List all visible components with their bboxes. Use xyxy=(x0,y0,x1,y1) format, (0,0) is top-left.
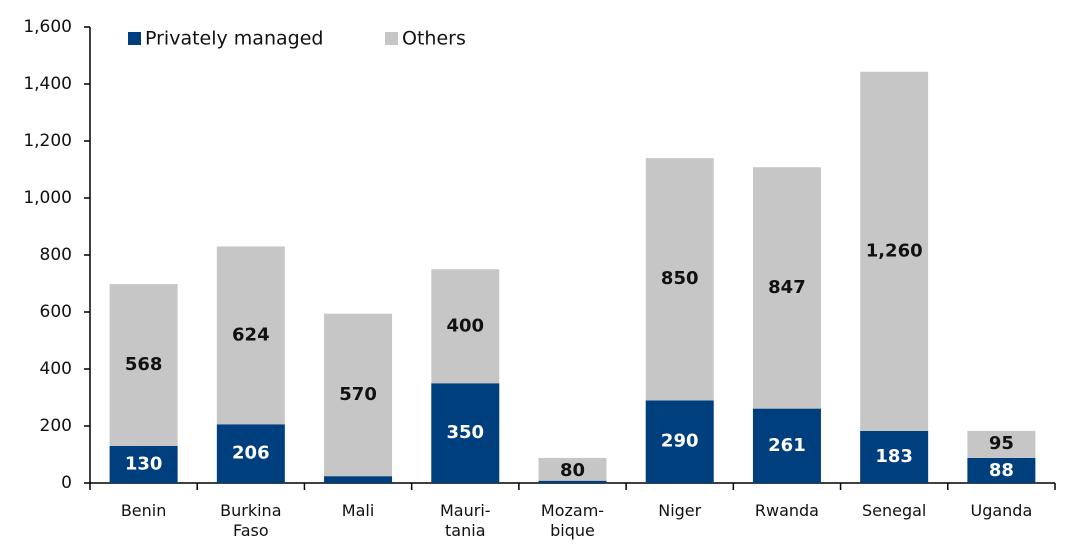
data-label: 206 xyxy=(232,443,270,464)
legend-label: Privately managed xyxy=(145,28,323,50)
x-tick-label: Mauri-tania xyxy=(440,501,491,540)
y-tick-label: 800 xyxy=(40,245,72,265)
data-label: 183 xyxy=(875,446,913,467)
x-tick-label: Niger xyxy=(658,501,701,520)
data-label: 570 xyxy=(339,384,377,405)
data-label: 624 xyxy=(232,324,270,345)
bar-segment xyxy=(109,445,178,483)
data-label: 95 xyxy=(989,433,1014,454)
bar-segment xyxy=(538,457,607,481)
bar-segment xyxy=(967,457,1036,483)
x-tick-label: Mozam-bique xyxy=(541,501,604,540)
legend-label: Others xyxy=(402,28,466,50)
x-tick-label: Uganda xyxy=(970,501,1032,520)
y-tick-label: 1,200 xyxy=(23,131,72,151)
y-tick-label: 0 xyxy=(61,473,72,493)
y-tick-label: 200 xyxy=(40,416,72,436)
x-tick-label: Burkina Faso xyxy=(220,501,281,540)
x-tick-label: Benin xyxy=(121,501,167,520)
data-label: 568 xyxy=(125,354,163,375)
x-tick-label: Mali xyxy=(342,501,375,520)
bar-segment xyxy=(645,400,714,483)
data-label: 350 xyxy=(446,422,484,443)
bar-segment xyxy=(109,284,178,446)
bar-segment xyxy=(324,313,393,477)
data-label: 130 xyxy=(125,453,163,474)
data-label: 80 xyxy=(560,460,585,481)
bar-segment xyxy=(216,424,285,483)
data-label: 290 xyxy=(661,431,699,452)
bar-segment xyxy=(538,480,607,483)
bar-segment xyxy=(431,269,500,384)
bar-segment xyxy=(860,71,929,431)
legend-swatch xyxy=(128,32,141,45)
x-tick-label: Rwanda xyxy=(755,501,819,520)
y-tick-label: 600 xyxy=(40,302,72,322)
y-tick-label: 400 xyxy=(40,359,72,379)
bar-segment xyxy=(967,430,1036,458)
data-label: 400 xyxy=(446,315,484,336)
x-tick-label: Senegal xyxy=(862,501,926,520)
bar-segment xyxy=(752,167,821,409)
data-label: 1,260 xyxy=(866,240,923,261)
y-tick-label: 1,600 xyxy=(23,17,72,37)
bar-segment xyxy=(860,430,929,483)
y-tick-label: 1,400 xyxy=(23,74,72,94)
y-tick-label: 1,000 xyxy=(23,188,72,208)
data-label: 261 xyxy=(768,435,806,456)
bar-segment xyxy=(645,158,714,401)
bar-segment xyxy=(324,476,393,483)
data-label: 88 xyxy=(989,460,1014,481)
bar-segment xyxy=(216,246,285,425)
data-label: 850 xyxy=(661,268,699,289)
legend-swatch xyxy=(385,32,398,45)
data-label: 847 xyxy=(768,277,806,298)
bar-segment xyxy=(752,408,821,483)
bar-segment xyxy=(431,383,500,483)
